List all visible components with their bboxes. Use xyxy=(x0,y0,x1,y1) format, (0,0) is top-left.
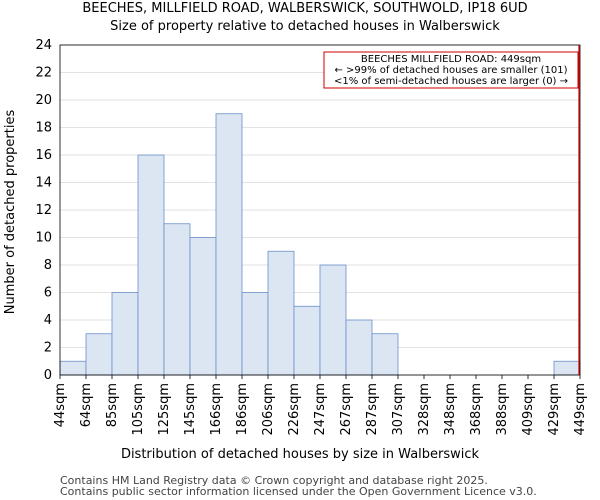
y-tick-label: 16 xyxy=(35,148,52,163)
x-tick-label: 287sqm xyxy=(365,383,380,436)
y-tick-label: 18 xyxy=(35,121,52,136)
bars xyxy=(59,113,581,376)
x-axis-label: Distribution of detached houses by size … xyxy=(121,447,480,462)
x-tick-label: 247sqm xyxy=(313,383,328,436)
x-tick-label: 449sqm xyxy=(573,383,588,436)
annotation-line-2: ← >99% of detached houses are smaller (1… xyxy=(334,65,567,76)
y-tick-label: 24 xyxy=(35,38,52,53)
x-tick-label: 429sqm xyxy=(547,383,562,436)
y-tick-label: 22 xyxy=(35,66,52,81)
x-tick-label: 368sqm xyxy=(469,383,484,436)
footer-line-1: Contains HM Land Registry data © Crown c… xyxy=(60,474,488,487)
annotation-line-3: <1% of semi-detached houses are larger (… xyxy=(334,76,568,87)
x-tick-label: 44sqm xyxy=(53,383,68,427)
y-tick-label: 2 xyxy=(44,341,52,356)
x-tick-label: 328sqm xyxy=(417,383,432,436)
bar xyxy=(163,223,191,376)
bar xyxy=(319,264,347,376)
bar xyxy=(267,250,295,376)
x-tick-label: 388sqm xyxy=(495,383,510,436)
y-tick-label: 4 xyxy=(44,313,52,328)
chart-title: BEECHES, MILLFIELD ROAD, WALBERSWICK, SO… xyxy=(82,1,527,16)
bar xyxy=(85,333,113,376)
x-tick-label: 125sqm xyxy=(157,383,172,436)
x-tick-label: 166sqm xyxy=(209,383,224,436)
x-tick-label: 307sqm xyxy=(391,383,406,436)
annotation-box: BEECHES MILLFIELD ROAD: 449sqm ← >99% of… xyxy=(323,51,579,89)
bar xyxy=(553,360,581,376)
y-tick-label: 10 xyxy=(35,231,52,246)
x-tick-label: 226sqm xyxy=(287,383,302,436)
bar xyxy=(215,113,243,376)
x-tick-label: 85sqm xyxy=(105,383,120,427)
x-tick-label: 409sqm xyxy=(521,383,536,436)
x-tick-label: 206sqm xyxy=(261,383,276,436)
y-axis-label: Number of detached properties xyxy=(3,110,18,315)
bar xyxy=(241,292,269,376)
y-tick-label: 0 xyxy=(44,368,52,383)
x-tick-label: 267sqm xyxy=(339,383,354,436)
y-tick-label: 12 xyxy=(35,203,52,218)
x-tick-label: 105sqm xyxy=(131,383,146,436)
x-tick-labels: 44sqm 64sqm 85sqm 105sqm 125sqm 145sqm 166sqm 1… xyxy=(53,375,588,436)
y-tick-label: 8 xyxy=(44,258,52,273)
bar xyxy=(111,292,139,376)
bar xyxy=(371,333,399,376)
footer-line-2: Contains public sector information licen… xyxy=(60,485,537,498)
bar xyxy=(189,237,217,376)
plot-area-frame xyxy=(59,44,581,376)
y-tick-label: 6 xyxy=(44,286,52,301)
y-tick-label: 14 xyxy=(35,176,52,191)
bar xyxy=(345,319,373,376)
chart-subtitle: Size of property relative to detached ho… xyxy=(110,19,500,34)
x-tick-label: 348sqm xyxy=(443,383,458,436)
x-tick-label: 145sqm xyxy=(183,383,198,436)
bar xyxy=(59,360,87,376)
annotation-line-1: BEECHES MILLFIELD ROAD: 449sqm xyxy=(361,54,541,65)
bar xyxy=(137,154,165,376)
x-tick-label: 186sqm xyxy=(235,383,250,436)
y-tick-label: 20 xyxy=(35,93,52,108)
bar xyxy=(293,305,321,376)
x-tick-label: 64sqm xyxy=(79,383,94,427)
